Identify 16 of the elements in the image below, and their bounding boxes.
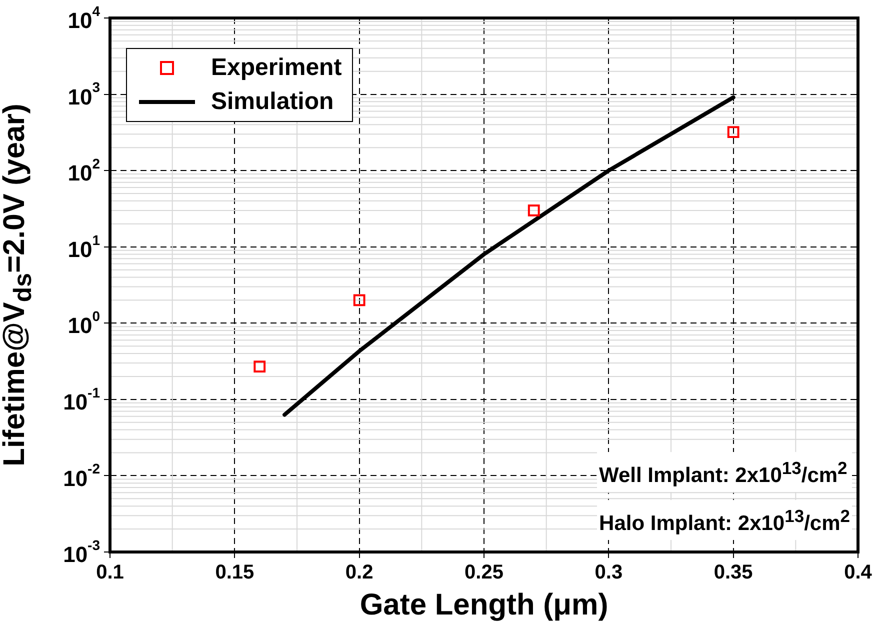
annotation: Halo Implant: 2x10$^{13}$/cm$^{2}$ — [597, 500, 852, 540]
annotation: Well Implant: 2x10$^{13}$/cm$^{2}$ — [597, 452, 852, 492]
x-tick-label: 0.4 — [844, 562, 873, 584]
point — [727, 126, 740, 138]
x-tick-label: 0.35 — [714, 562, 753, 584]
x-tick-label: 0.3 — [594, 562, 623, 584]
point — [254, 360, 266, 372]
x-axis-title: Gate Length (μm) — [360, 588, 608, 622]
x-tick-label: 0.15 — [215, 562, 254, 584]
legend-label: Experiment — [211, 54, 342, 82]
point — [528, 204, 540, 216]
legend-label: Simulation — [211, 88, 334, 116]
x-tick-label: 0.25 — [464, 562, 504, 584]
x-tick-label: 0.1 — [96, 562, 124, 584]
point — [353, 294, 366, 306]
x-tick-label: 0.2 — [345, 562, 374, 584]
